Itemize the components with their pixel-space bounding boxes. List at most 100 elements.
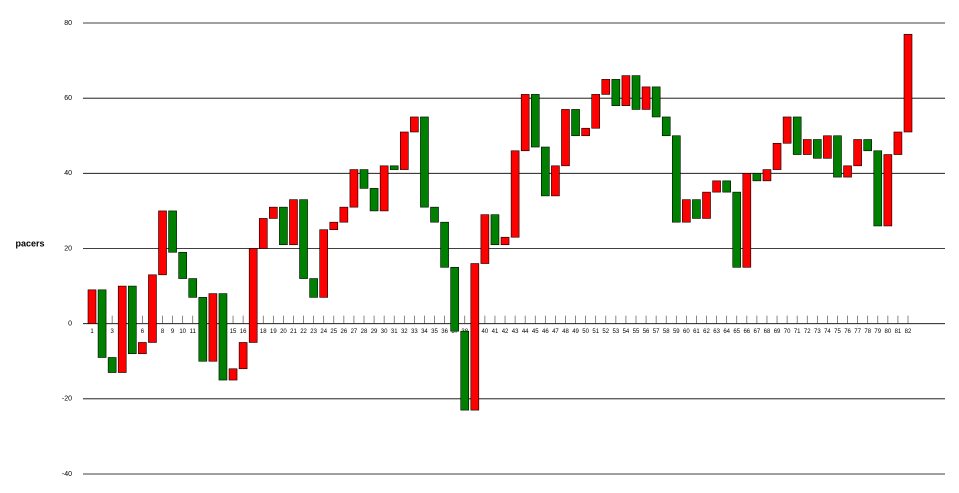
- x-tick-label: 20: [280, 329, 287, 335]
- bar: [208, 293, 218, 362]
- bar: [359, 169, 369, 189]
- bar: [752, 173, 762, 182]
- bar: [661, 116, 671, 137]
- x-tick-label: 65: [733, 329, 740, 335]
- x-tick-label: 72: [804, 329, 811, 335]
- bar: [379, 165, 389, 212]
- bar: [520, 94, 530, 152]
- x-tick-label: 27: [351, 329, 358, 335]
- y-tick-label: 80: [64, 20, 72, 27]
- bar: [420, 116, 429, 208]
- bar: [198, 297, 208, 362]
- y-tick-label: -20: [62, 396, 72, 403]
- bar: [732, 191, 742, 268]
- bar: [500, 236, 510, 246]
- bar: [581, 127, 590, 137]
- x-tick-label: 40: [482, 329, 489, 335]
- bar: [833, 135, 842, 178]
- x-tick-label: 31: [391, 329, 398, 335]
- x-tick-label: 81: [895, 329, 902, 335]
- x-tick-label: 71: [794, 329, 801, 335]
- bar: [843, 165, 852, 178]
- bar: [561, 109, 570, 167]
- bar: [309, 278, 318, 298]
- bar: [117, 285, 127, 373]
- x-tick-label: 25: [330, 329, 337, 335]
- x-tick-label: 57: [653, 329, 660, 335]
- x-tick-label: 76: [844, 329, 851, 335]
- y-tick-label: -40: [62, 471, 72, 478]
- x-tick-label: 82: [905, 329, 912, 335]
- bar: [813, 139, 822, 159]
- x-tick-label: 52: [602, 329, 609, 335]
- bar: [782, 116, 792, 144]
- x-tick-label: 77: [854, 329, 861, 335]
- y-tick-label: 0: [68, 321, 72, 328]
- x-tick-label: 8: [161, 329, 165, 335]
- x-tick-label: 19: [270, 329, 277, 335]
- bar: [712, 180, 721, 193]
- x-tick-label: 61: [693, 329, 700, 335]
- bar: [188, 278, 198, 298]
- bar: [621, 75, 631, 106]
- bar: [722, 180, 731, 193]
- x-tick-label: 42: [502, 329, 509, 335]
- bar: [107, 357, 117, 373]
- x-tick-label: 50: [582, 329, 589, 335]
- bar: [168, 210, 177, 253]
- bar: [742, 173, 752, 268]
- x-tick-label: 59: [673, 329, 680, 335]
- x-tick-label: 79: [874, 329, 881, 335]
- bar: [369, 188, 379, 212]
- bar: [802, 139, 812, 155]
- x-tick-label: 22: [300, 329, 307, 335]
- x-tick-label: 60: [683, 329, 690, 335]
- bar: [460, 330, 470, 411]
- y-tick-label: 40: [64, 170, 72, 177]
- bar: [127, 285, 137, 355]
- bar: [571, 109, 580, 137]
- x-tick-label: 45: [532, 329, 539, 335]
- bar: [178, 251, 187, 279]
- bar: [903, 33, 913, 133]
- bar: [218, 293, 228, 381]
- bar: [631, 75, 641, 110]
- x-tick-label: 48: [562, 329, 569, 335]
- bar: [853, 139, 862, 167]
- bar: [339, 206, 349, 223]
- y-axis-label: pacers: [15, 238, 44, 248]
- x-tick-label: 33: [411, 329, 418, 335]
- bar: [228, 368, 238, 381]
- bar: [682, 199, 691, 223]
- x-tick-label: 32: [401, 329, 408, 335]
- x-tick-label: 35: [431, 329, 438, 335]
- bar: [410, 116, 419, 133]
- bar: [591, 94, 601, 129]
- x-tick-label: 80: [885, 329, 892, 335]
- bar: [863, 139, 873, 152]
- x-tick-label: 36: [441, 329, 448, 335]
- x-tick-label: 66: [743, 329, 750, 335]
- bar: [450, 266, 459, 332]
- bar: [430, 206, 439, 223]
- x-tick-label: 49: [572, 329, 579, 335]
- bar: [702, 191, 711, 219]
- bar: [258, 218, 268, 249]
- bar: [762, 169, 772, 182]
- bar: [823, 135, 832, 159]
- x-tick-label: 63: [713, 329, 720, 335]
- bar: [883, 154, 893, 227]
- x-tick-label: 73: [814, 329, 821, 335]
- bar: [480, 214, 490, 264]
- x-tick-label: 10: [179, 329, 186, 335]
- x-tick-label: 24: [320, 329, 327, 335]
- bar: [319, 229, 329, 298]
- x-tick-label: 43: [512, 329, 519, 335]
- bar: [541, 146, 550, 197]
- bar: [671, 135, 681, 223]
- x-tick-label: 62: [703, 329, 710, 335]
- bar: [792, 116, 802, 155]
- bar: [158, 210, 167, 276]
- bar: [399, 131, 409, 170]
